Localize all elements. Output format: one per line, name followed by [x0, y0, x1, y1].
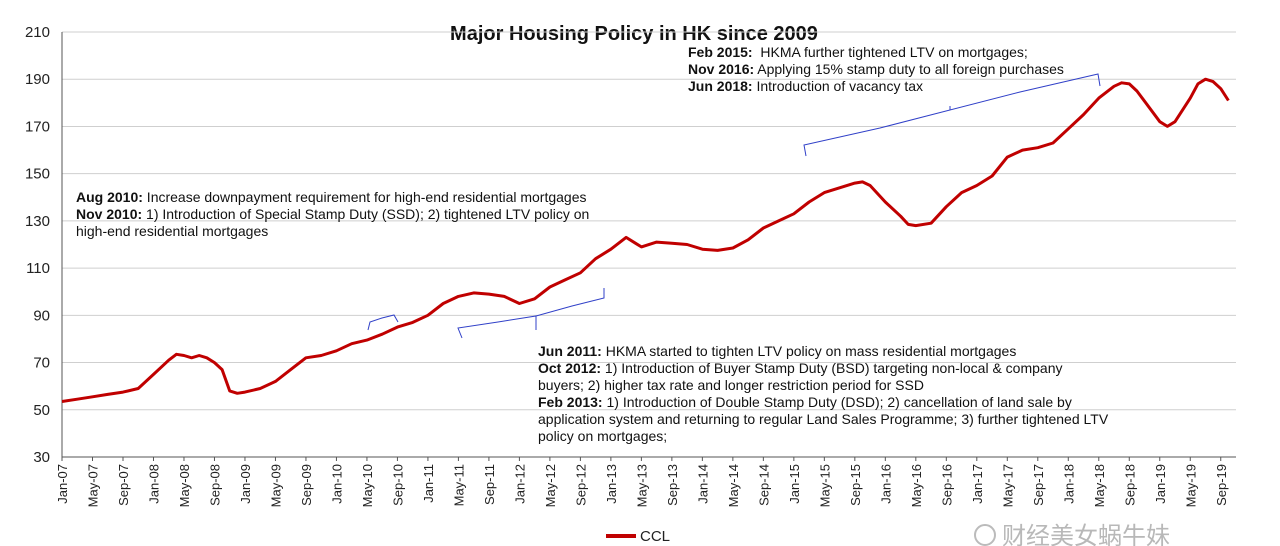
watermark: 财经美女蜗牛妹 [974, 522, 1170, 546]
x-tick-label: Sep-13 [665, 464, 680, 506]
x-tick-label: May-09 [268, 464, 283, 507]
x-tick-label: Sep-19 [1214, 464, 1229, 506]
x-tick-label: Sep-17 [1031, 464, 1046, 506]
x-tick-label: May-08 [177, 464, 192, 507]
x-tick-label: Sep-14 [756, 464, 771, 506]
y-axis: 30 50 70 90 110 130 150 170 190 210 [25, 24, 50, 466]
annotation-line: Jun 2018: Introduction of vacancy tax [688, 78, 923, 94]
x-tick-label: May-18 [1092, 464, 1107, 507]
x-tick-label: May-10 [360, 464, 375, 507]
watermark-text: 财经美女蜗牛妹 [1002, 522, 1170, 546]
annotation-line: high-end residential mortgages [76, 223, 268, 239]
x-tick-label: May-12 [543, 464, 558, 507]
x-tick-label: Jan-13 [604, 464, 619, 504]
x-tick-label: Sep-10 [390, 464, 405, 506]
y-tick-label: 210 [25, 24, 50, 41]
x-tick-label: Jan-08 [146, 464, 161, 504]
series-line-ccl [61, 77, 1230, 403]
annotation-line: application system and returning to regu… [538, 411, 1109, 427]
annotation-brace [367, 314, 399, 331]
x-tick-label: Jan-10 [329, 464, 344, 504]
x-tick-label: Sep-16 [939, 464, 954, 506]
x-tick-label: Sep-15 [848, 464, 863, 506]
x-axis: Jan-07 May-07 Sep-07 Jan-08 May-08 Sep-08 Jan-… [55, 457, 1229, 507]
x-tick-label: Jan-09 [238, 464, 253, 504]
annotation-braces [367, 73, 1101, 339]
annotation-line: Jun 2011: HKMA started to tighten LTV po… [538, 343, 1016, 359]
y-tick-label: 110 [26, 260, 50, 277]
x-tick-label: Jan-19 [1153, 464, 1168, 504]
annotation-line: policy on mortgages; [538, 428, 667, 444]
x-tick-label: Jan-18 [1061, 464, 1076, 504]
x-tick-label: Jan-11 [421, 464, 436, 503]
y-tick-label: 30 [33, 449, 50, 466]
annotation-line: buyers; 2) higher tax rate and longer re… [538, 377, 924, 393]
x-tick-label: May-11 [451, 464, 466, 506]
annotation-line: Nov 2016: Applying 15% stamp duty to all… [688, 61, 1064, 77]
annotation-line: Feb 2015: HKMA further tightened LTV on … [688, 44, 1028, 60]
y-tick-label: 90 [33, 307, 50, 324]
x-tick-label: Sep-09 [299, 464, 314, 506]
x-tick-label: May-19 [1183, 464, 1198, 507]
y-tick-label: 50 [33, 402, 50, 419]
x-tick-label: May-16 [909, 464, 924, 507]
x-tick-label: Jan-17 [970, 464, 985, 504]
annotations: Aug 2010: Increase downpayment requireme… [76, 44, 1109, 444]
annotation-line: Aug 2010: Increase downpayment requireme… [76, 189, 587, 205]
y-tick-label: 70 [33, 355, 50, 372]
grid-lines [61, 31, 1236, 458]
legend-label-ccl: CCL [640, 528, 670, 545]
x-tick-label: Jan-07 [55, 464, 70, 504]
x-tick-label: Sep-07 [116, 464, 131, 506]
y-tick-label: 170 [25, 118, 50, 135]
x-tick-label: May-17 [1000, 464, 1015, 507]
x-tick-label: Sep-12 [573, 464, 588, 506]
annotation-brace [457, 288, 605, 339]
watermark-logo-icon [974, 524, 996, 546]
y-tick-label: 150 [25, 166, 50, 183]
x-tick-label: Jan-16 [878, 464, 893, 504]
x-tick-label: May-07 [85, 464, 100, 507]
x-tick-label: May-13 [634, 464, 649, 507]
annotation-line: Feb 2013: 1) Introduction of Double Stam… [538, 394, 1072, 410]
x-tick-label: Jan-15 [787, 464, 802, 504]
x-tick-label: Jan-12 [512, 464, 527, 504]
x-tick-label: Sep-08 [207, 464, 222, 506]
x-tick-label: Sep-18 [1122, 464, 1137, 506]
x-tick-label: Sep-11 [482, 464, 497, 505]
x-tick-label: May-15 [817, 464, 832, 507]
x-tick-label: Jan-14 [695, 464, 710, 504]
legend: CCL [606, 528, 670, 545]
chart-title: Major Housing Policy in HK since 2009 [450, 23, 818, 45]
x-tick-label: May-14 [726, 464, 741, 507]
annotation-line: Oct 2012: 1) Introduction of Buyer Stamp… [538, 360, 1063, 376]
y-tick-label: 190 [25, 71, 50, 88]
annotation-line: Nov 2010: 1) Introduction of Special Sta… [76, 206, 589, 222]
annotation-brace [803, 73, 1101, 157]
y-tick-label: 130 [25, 213, 50, 230]
